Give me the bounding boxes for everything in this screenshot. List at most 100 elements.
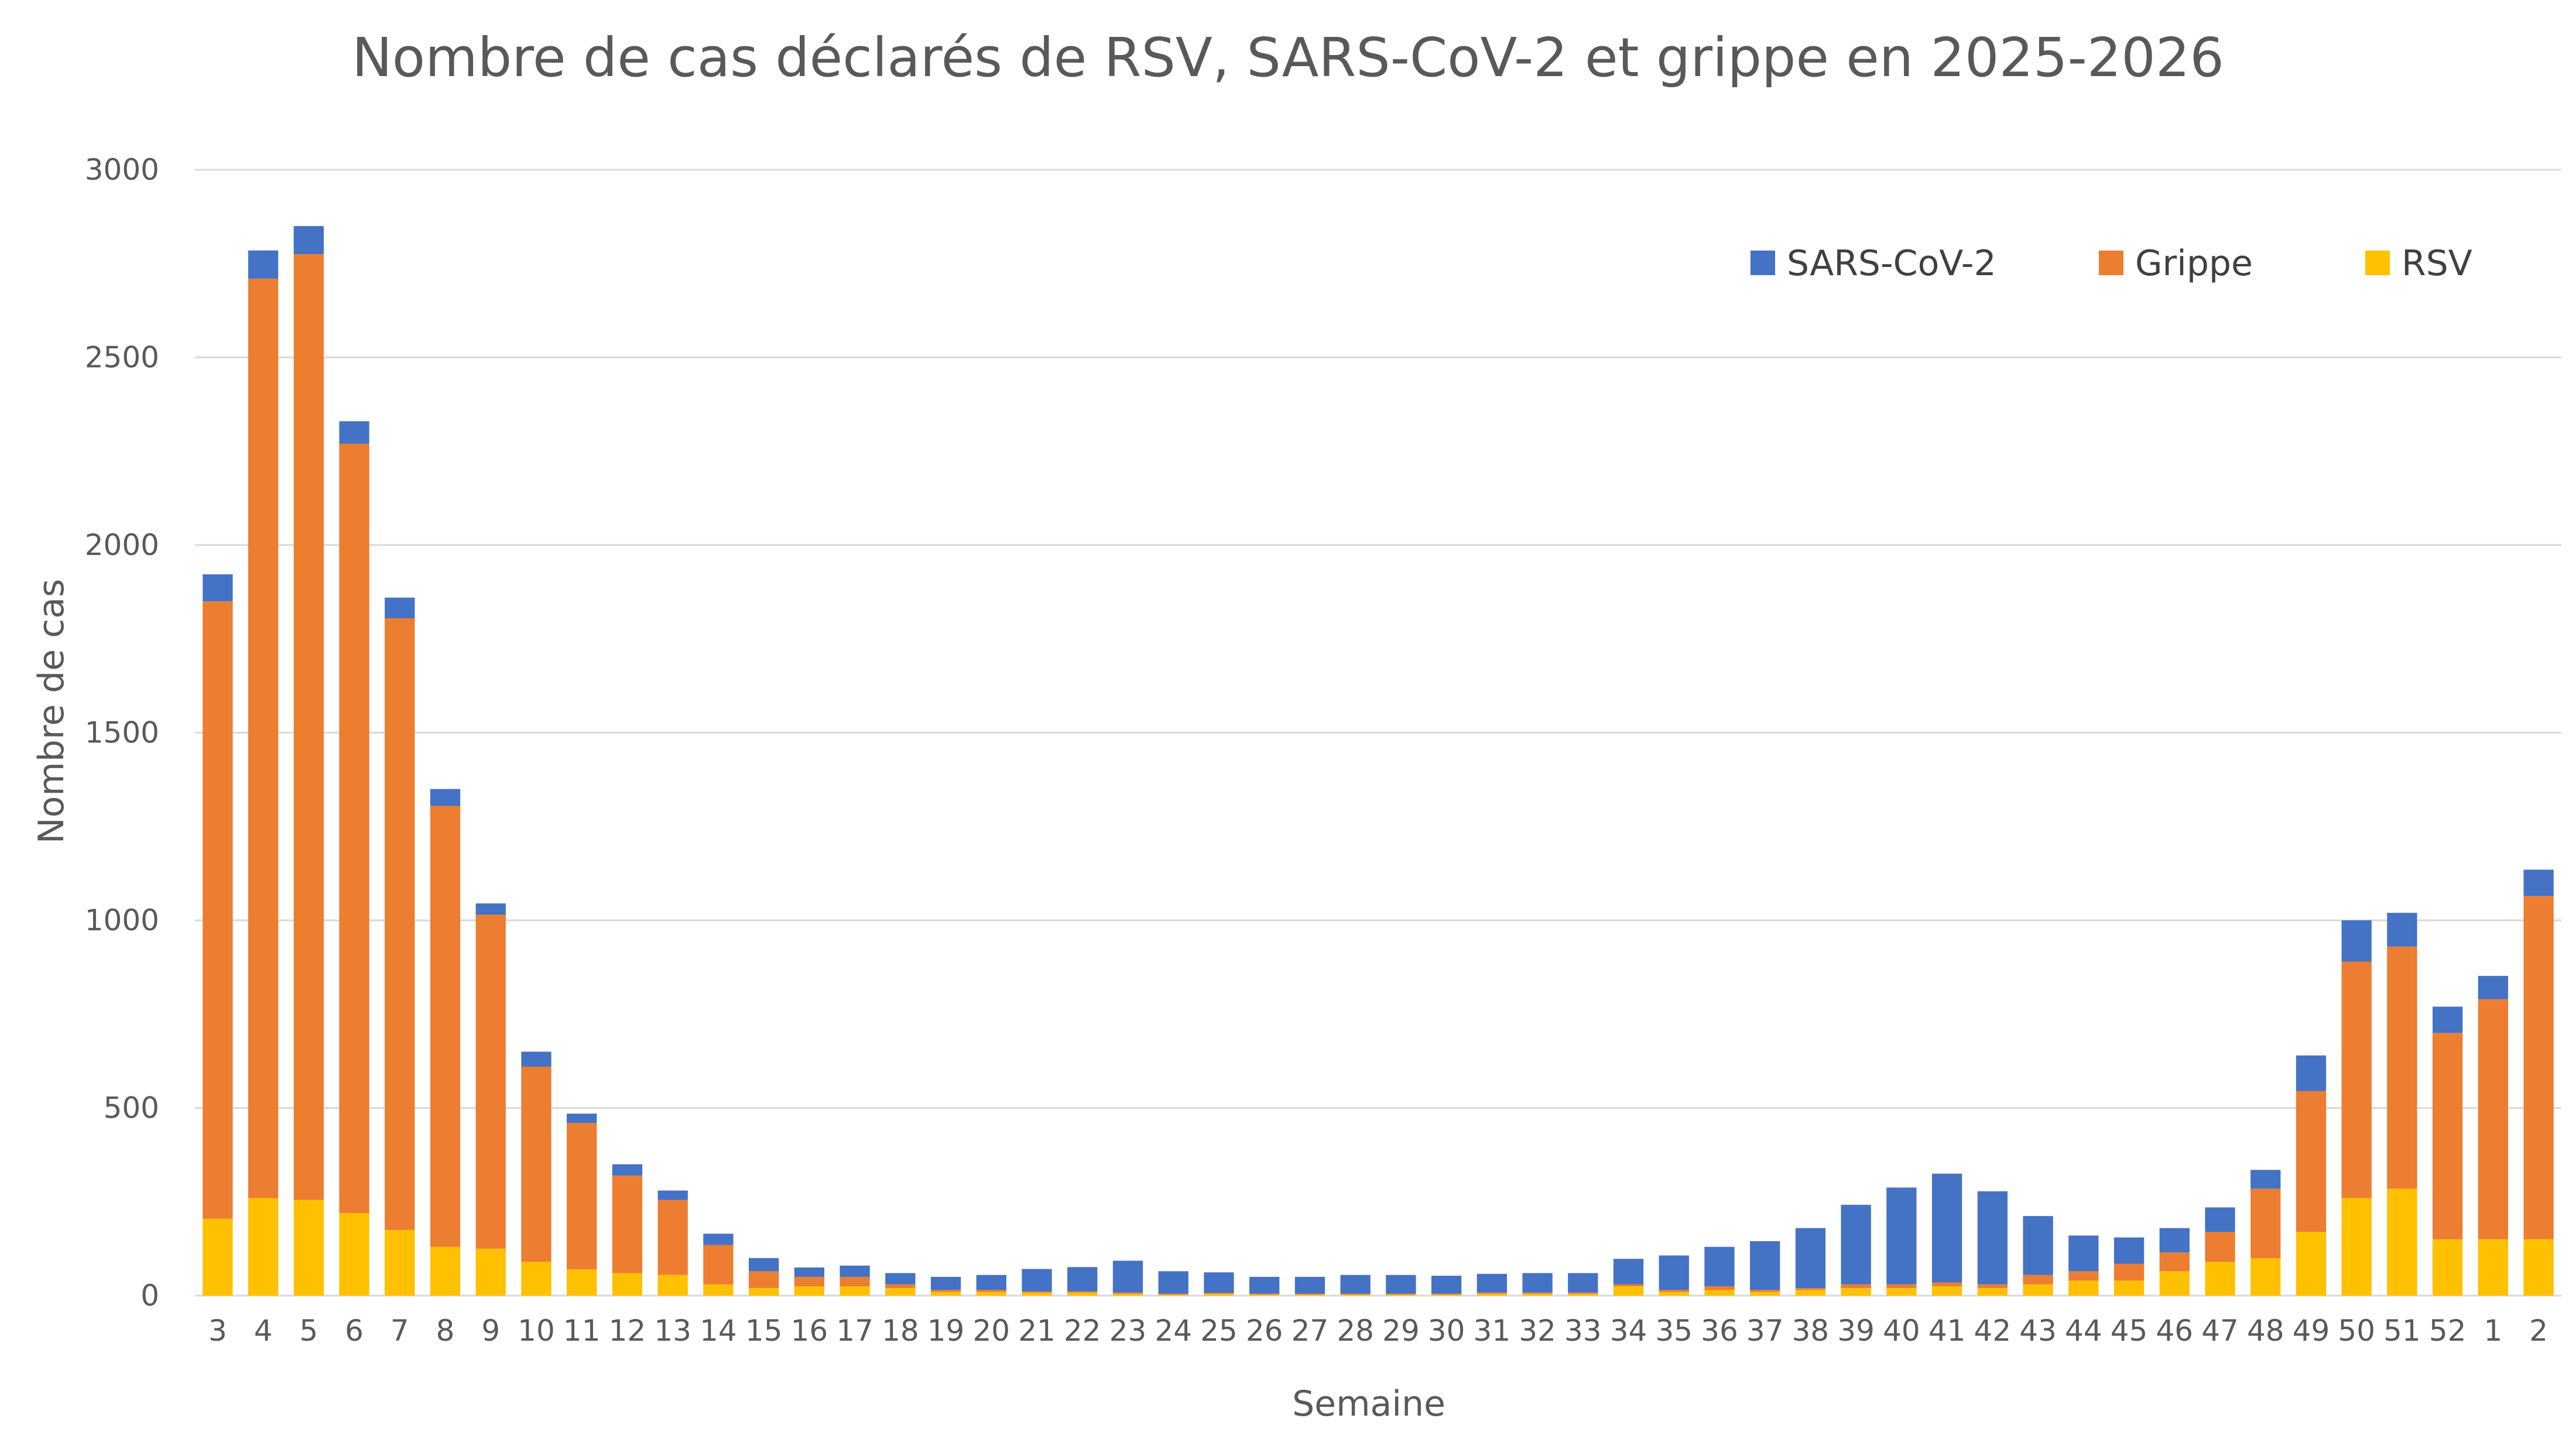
y-axis-ticks: 0 500 1000 1500 2000 2500 3000 <box>85 153 159 1313</box>
bar-sars-cov-2-week-42 <box>1977 1191 2008 1284</box>
bar-grippe-week-14 <box>703 1245 734 1284</box>
bar-sars-cov-2-week-15 <box>748 1258 779 1272</box>
bar-sars-cov-2-week-49 <box>2296 1055 2327 1091</box>
bar-rsv-week-2 <box>2523 1239 2554 1296</box>
bar-rsv-week-23 <box>1112 1293 1143 1296</box>
bar-rsv-week-36 <box>1704 1290 1735 1296</box>
bar-sars-cov-2-week-33 <box>1568 1273 1598 1293</box>
x-tick-label: 50 <box>2338 1314 2375 1348</box>
bar-grippe-week-16 <box>794 1276 825 1286</box>
bar-sars-cov-2-week-24 <box>1158 1271 1188 1294</box>
bar-rsv-week-35 <box>1659 1292 1689 1296</box>
x-tick-label: 10 <box>518 1314 555 1348</box>
bar-rsv-week-14 <box>703 1284 734 1296</box>
legend-label-grippe: Grippe <box>2135 243 2253 284</box>
bar-sars-cov-2-week-48 <box>2250 1170 2281 1189</box>
bar-rsv-week-18 <box>885 1288 916 1296</box>
x-tick-label: 25 <box>1200 1314 1238 1348</box>
x-tick-label: 15 <box>745 1314 783 1348</box>
bar-sars-cov-2-week-28 <box>1340 1275 1371 1294</box>
bar-rsv-week-43 <box>2023 1284 2053 1296</box>
bar-sars-cov-2-week-14 <box>703 1234 734 1245</box>
bar-rsv-week-6 <box>339 1212 369 1296</box>
bar-sars-cov-2-week-19 <box>930 1276 961 1290</box>
bar-sars-cov-2-week-38 <box>1795 1228 1826 1289</box>
legend-swatch-sars-cov-2 <box>1751 251 1775 275</box>
bar-rsv-week-31 <box>1477 1293 1507 1296</box>
bar-rsv-week-30 <box>1431 1294 1462 1296</box>
bar-sars-cov-2-week-17 <box>840 1265 870 1277</box>
x-tick-label: 31 <box>1474 1314 1511 1348</box>
bar-grippe-week-20 <box>976 1290 1006 1292</box>
y-tick-label: 500 <box>104 1091 159 1125</box>
bar-rsv-week-49 <box>2296 1232 2327 1296</box>
bar-sars-cov-2-week-9 <box>475 903 506 915</box>
x-axis-ticks: 3 4 5 6 7 8 9 10 11 12 13 14 15 16 17 18 19 20 21 22 23 24 25 2… <box>208 1314 2548 1348</box>
y-axis-title: Nombre de cas <box>31 579 72 844</box>
bar-grippe-week-38 <box>1795 1288 1826 1290</box>
bar-sars-cov-2-week-44 <box>2068 1235 2099 1272</box>
bar-sars-cov-2-week-23 <box>1112 1260 1143 1293</box>
bar-sars-cov-2-week-4 <box>248 250 279 279</box>
bar-sars-cov-2-week-22 <box>1067 1267 1098 1292</box>
bar-sars-cov-2-week-50 <box>2341 920 2372 962</box>
bar-rsv-week-50 <box>2341 1198 2372 1296</box>
bar-rsv-week-24 <box>1158 1294 1188 1296</box>
bar-grippe-week-13 <box>657 1200 688 1275</box>
bar-sars-cov-2-week-31 <box>1477 1273 1507 1293</box>
bar-rsv-week-7 <box>385 1229 415 1296</box>
x-tick-label: 23 <box>1109 1314 1147 1348</box>
bar-grippe-week-21 <box>1022 1291 1052 1293</box>
bar-grippe-week-25 <box>1204 1293 1234 1294</box>
bar-grippe-week-7 <box>385 618 415 1230</box>
bar-rsv-week-42 <box>1977 1288 2008 1296</box>
x-tick-label: 49 <box>2293 1314 2330 1348</box>
bar-rsv-week-12 <box>612 1273 643 1296</box>
bar-grippe-week-52 <box>2433 1033 2463 1239</box>
x-tick-label: 30 <box>1428 1314 1465 1348</box>
bar-rsv-week-44 <box>2068 1280 2099 1296</box>
x-tick-label: 48 <box>2247 1314 2284 1348</box>
bar-rsv-week-4 <box>248 1198 279 1296</box>
bar-rsv-week-1 <box>2478 1239 2509 1296</box>
bar-rsv-week-46 <box>2159 1271 2190 1296</box>
bar-grippe-week-1 <box>2478 999 2509 1239</box>
x-tick-label: 18 <box>882 1314 919 1348</box>
y-tick-label: 0 <box>141 1279 159 1313</box>
x-tick-label: 8 <box>436 1314 455 1348</box>
bar-grippe-week-15 <box>748 1271 779 1289</box>
bar-sars-cov-2-week-35 <box>1659 1255 1689 1290</box>
bar-rsv-week-37 <box>1750 1292 1780 1296</box>
bar-rsv-week-13 <box>657 1275 688 1296</box>
bar-sars-cov-2-week-13 <box>657 1190 688 1200</box>
x-tick-label: 46 <box>2156 1314 2193 1348</box>
x-tick-label: 33 <box>1564 1314 1602 1348</box>
bar-grippe-week-47 <box>2205 1232 2235 1262</box>
x-tick-label: 1 <box>2483 1314 2502 1348</box>
x-tick-label: 11 <box>563 1314 601 1348</box>
bar-rsv-week-52 <box>2433 1239 2463 1296</box>
bar-grippe-week-41 <box>1931 1282 1962 1286</box>
bar-sars-cov-2-week-45 <box>2113 1237 2145 1264</box>
x-tick-label: 20 <box>972 1314 1010 1348</box>
x-tick-label: 45 <box>2111 1314 2148 1348</box>
bar-grippe-week-51 <box>2387 946 2417 1189</box>
x-tick-label: 35 <box>1655 1314 1693 1348</box>
bar-rsv-week-22 <box>1067 1292 1098 1296</box>
x-tick-label: 36 <box>1701 1314 1738 1348</box>
bar-grippe-week-12 <box>612 1175 643 1273</box>
bar-rsv-week-5 <box>293 1200 324 1296</box>
x-tick-label: 29 <box>1382 1314 1420 1348</box>
x-tick-label: 4 <box>254 1314 273 1348</box>
x-tick-label: 24 <box>1155 1314 1192 1348</box>
bar-grippe-week-36 <box>1704 1286 1735 1290</box>
bar-rsv-week-39 <box>1841 1288 1871 1296</box>
bar-sars-cov-2-week-47 <box>2205 1207 2235 1232</box>
bar-sars-cov-2-week-41 <box>1931 1173 1962 1283</box>
bar-sars-cov-2-week-1 <box>2478 975 2509 999</box>
bar-grippe-week-42 <box>1977 1284 2008 1289</box>
bar-rsv-week-38 <box>1795 1290 1826 1296</box>
bar-grippe-week-11 <box>567 1123 597 1270</box>
bar-rsv-week-15 <box>748 1288 779 1296</box>
x-tick-label: 3 <box>208 1314 227 1348</box>
